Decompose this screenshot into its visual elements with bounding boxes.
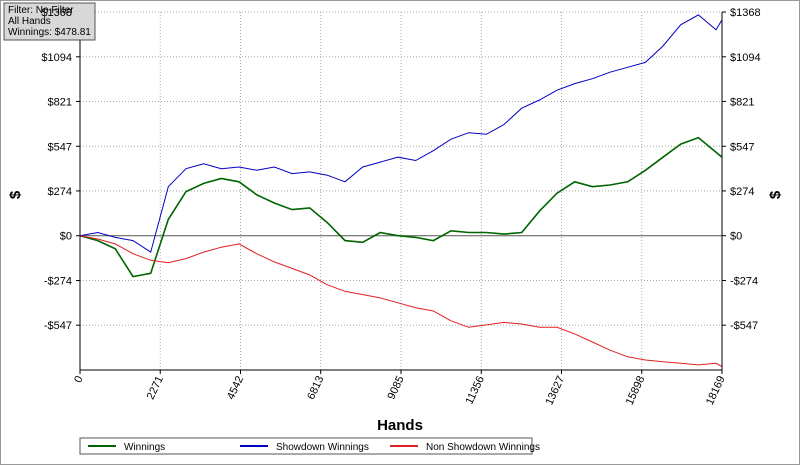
y-tick-label: $547 [48,141,72,153]
y-tick-label: $1368 [41,7,72,19]
series-line [79,235,723,368]
y-tick-label-right: $1368 [730,7,761,19]
y-tick-label-right: -$547 [730,320,758,332]
y-tick-label: $274 [48,186,72,198]
y-tick-label: $0 [60,231,72,243]
info-box: Filter: No Filter All Hands Winnings: $4… [3,2,96,41]
lines [79,14,723,368]
info-text: Winnings: $478.81 [8,27,91,38]
x-axis-title: Hands [377,417,423,434]
y-tick-label: -$274 [44,276,72,288]
y-tick-label-right: $274 [730,186,754,198]
info-box-bg [3,2,96,41]
y-tick-label-right: -$274 [730,276,758,288]
x-tick-label: 0 [72,374,85,385]
y-tick-label: $821 [48,96,72,108]
info-text: Filter: No Filter [8,5,74,16]
y-tick-label-right: $547 [730,141,754,153]
legend-label: Non Showdown Winnings [426,442,540,453]
legend-label: Showdown Winnings [276,442,369,453]
y-tick-label-right: $1094 [730,52,761,64]
y-tick-label: -$547 [44,320,72,332]
info-text: All Hands [8,16,51,27]
legend-box [79,437,533,455]
y-axis-title: $ [7,190,24,199]
series-line [79,14,723,253]
y-axis-title-right: $ [767,190,784,199]
legend: Winnings Showdown Winnings Non Showdown Wi… [88,442,540,453]
y-tick-label-right: $821 [730,96,754,108]
series-line [79,136,723,278]
y-tick-label-right: $0 [730,231,742,243]
legend-label: Winnings [124,442,165,453]
y-tick-label: $1094 [41,52,72,64]
